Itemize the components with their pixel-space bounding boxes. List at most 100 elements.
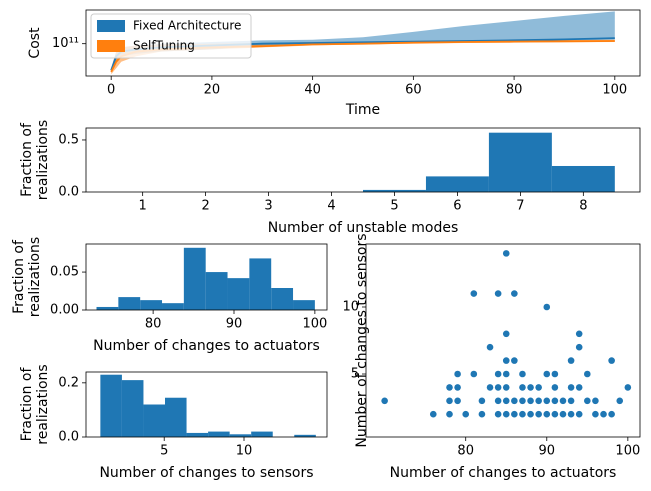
point [551, 410, 559, 418]
point [551, 397, 559, 405]
point [519, 410, 526, 418]
point [502, 370, 510, 378]
bar [294, 434, 316, 437]
point [543, 397, 551, 405]
y-tick-label: 10 [342, 299, 359, 314]
y-tick-label: 0.00 [50, 303, 79, 318]
x-tick-label: 100 [302, 317, 327, 332]
point [608, 357, 615, 364]
point [478, 410, 486, 418]
bar [227, 278, 250, 310]
x-tick-label: 90 [226, 317, 243, 332]
point [502, 397, 510, 405]
point [551, 370, 559, 378]
point [454, 370, 461, 378]
x-tick-label: 5 [390, 199, 398, 214]
y-axis-label: realizations [35, 364, 51, 444]
panel: 5 10 0.0 0.2 Number of changes to sensors Fra… [19, 364, 328, 481]
x-axis-label: Number of changes to sensors [99, 465, 313, 481]
point [446, 397, 453, 405]
point [543, 303, 551, 311]
y-tick-label: 10¹¹ [52, 36, 79, 51]
bar [271, 288, 294, 310]
point [454, 384, 461, 391]
x-tick-label: 4 [327, 199, 335, 214]
bar [205, 272, 228, 310]
bar [425, 176, 489, 192]
y-axis-label: Cost [27, 27, 43, 59]
point [511, 290, 518, 297]
point [527, 410, 534, 418]
point [535, 410, 542, 418]
point [592, 410, 599, 418]
x-tick-label: 1 [139, 199, 147, 214]
x-tick-label: 3 [264, 199, 272, 214]
x-tick-label: 80 [506, 83, 523, 98]
bar [229, 434, 252, 437]
bar [251, 431, 273, 437]
x-tick-label: 60 [405, 83, 422, 98]
x-tick-label: 10 [236, 444, 253, 459]
bar [165, 397, 187, 437]
point [454, 397, 461, 405]
x-tick-label: 80 [145, 317, 162, 332]
point [567, 384, 575, 391]
point [494, 397, 502, 405]
point [511, 397, 518, 405]
point [616, 397, 624, 405]
point [446, 384, 453, 391]
point [511, 357, 518, 364]
point [470, 370, 478, 378]
bar [140, 300, 163, 310]
point [600, 410, 607, 418]
point [551, 384, 559, 391]
point [624, 384, 632, 391]
point [494, 290, 502, 297]
y-tick-label: 0.2 [58, 375, 79, 390]
axes-frame [85, 371, 328, 438]
point [429, 410, 437, 418]
x-axis-label: Number of changes to actuators [390, 465, 617, 481]
point [519, 370, 526, 378]
point [381, 397, 388, 405]
legend-swatch [97, 40, 125, 52]
legend-box [90, 13, 252, 59]
point [494, 410, 502, 418]
point [494, 384, 502, 391]
bar [183, 247, 206, 310]
point [502, 384, 510, 391]
bar [488, 132, 552, 192]
point [584, 397, 591, 405]
x-tick-label: 100 [602, 83, 627, 98]
point [494, 370, 502, 378]
x-tick-label: 100 [615, 444, 640, 459]
x-tick-label: 40 [304, 83, 321, 98]
point [559, 397, 567, 405]
x-tick-label: 2 [201, 199, 209, 214]
y-axis-label: realizations [27, 237, 43, 317]
point [502, 357, 510, 364]
y-tick-label: 0.0 [58, 430, 79, 445]
point [584, 370, 591, 378]
bar [551, 165, 615, 192]
point [575, 410, 583, 418]
point [535, 397, 542, 405]
point [462, 410, 470, 418]
bar [100, 374, 122, 437]
x-tick-label: 7 [516, 199, 524, 214]
bar [121, 380, 144, 437]
x-tick-label: 0 [107, 83, 115, 98]
x-tick-label: 5 [160, 444, 168, 459]
point [543, 370, 551, 378]
point [575, 384, 583, 391]
panel: 80 90 100 5 10 Number of changes to actuators… [342, 233, 641, 481]
legend-label: Fixed Architecture [133, 19, 241, 33]
point [486, 384, 494, 391]
y-axis-label: Fraction of [19, 367, 35, 442]
bar [162, 303, 184, 310]
point [511, 410, 518, 418]
y-tick-label: 0.5 [58, 132, 79, 147]
y-tick-label: 5 [351, 367, 359, 382]
bar [118, 297, 141, 310]
